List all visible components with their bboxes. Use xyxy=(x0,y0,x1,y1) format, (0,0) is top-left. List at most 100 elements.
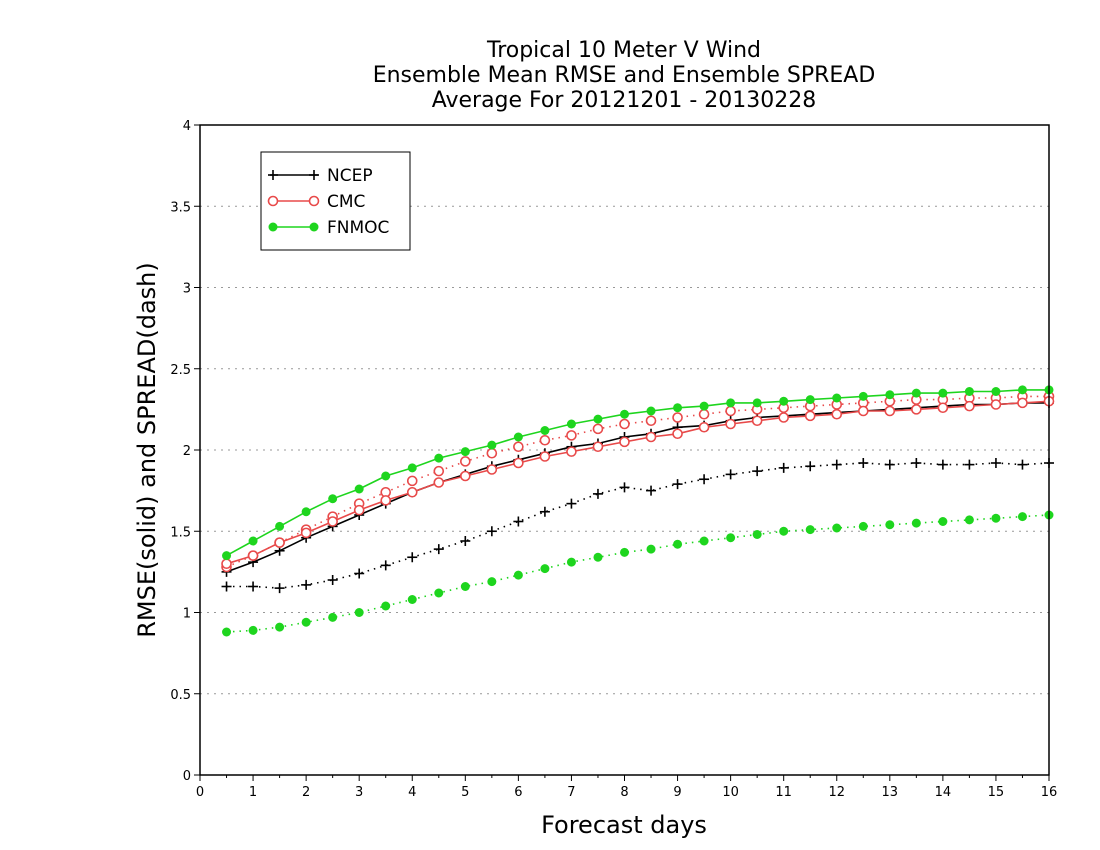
fnmoc-rmse-point xyxy=(805,395,815,405)
cmc-spread-point xyxy=(566,430,577,441)
cmc-rmse-point xyxy=(353,504,365,516)
fnmoc-spread-point xyxy=(513,570,523,580)
fnmoc-rmse-point xyxy=(779,396,789,406)
x-tick-label: 8 xyxy=(620,785,628,800)
cmc-spread-point xyxy=(645,415,657,427)
fnmoc-rmse-point xyxy=(858,391,868,401)
fnmoc-rmse-point xyxy=(275,521,285,531)
fnmoc-spread-point xyxy=(222,627,232,637)
cmc-rmse-point xyxy=(725,418,736,430)
legend-entry-cmc: CMC xyxy=(267,192,365,212)
y-tick-label: 2.5 xyxy=(170,363,191,378)
fnmoc-spread-point xyxy=(1017,512,1027,522)
fnmoc-rmse-point xyxy=(885,390,895,400)
fnmoc-spread-point xyxy=(646,544,656,554)
fnmoc-spread-point xyxy=(726,533,736,543)
fnmoc-rmse-point xyxy=(222,551,232,561)
cmc-spread-point xyxy=(672,412,683,423)
cmc-rmse-point xyxy=(619,436,630,448)
ncep-spread-point xyxy=(964,459,975,470)
x-tick-label: 11 xyxy=(775,785,792,800)
gridlines xyxy=(200,205,1049,695)
cmc-rmse-point xyxy=(1017,397,1028,409)
fnmoc-rmse-point xyxy=(354,484,364,494)
fnmoc-spread-point xyxy=(407,595,417,604)
fnmoc-rmse-point xyxy=(328,494,338,504)
fnmoc-rmse-point xyxy=(301,507,311,517)
x-tick-label: 7 xyxy=(567,785,575,800)
cmc-rmse-point xyxy=(911,404,922,415)
y-tick-label: 3 xyxy=(183,282,191,297)
x-tick-label: 1 xyxy=(249,785,257,800)
y-tick-label: 4 xyxy=(183,119,191,134)
cmc-rmse-point xyxy=(884,405,896,417)
ncep-spread-point xyxy=(301,579,312,590)
fnmoc-rmse-point xyxy=(991,387,1001,396)
y-tick-label: 0.5 xyxy=(170,688,191,703)
ncep-spread-point xyxy=(725,469,736,480)
ncep-spread-point xyxy=(646,485,657,496)
ncep-spread-point xyxy=(752,466,763,477)
cmc-rmse-point xyxy=(592,441,604,453)
legend-marker xyxy=(268,170,278,180)
ncep-spread-point xyxy=(990,458,1001,468)
ncep-spread-point xyxy=(858,458,869,468)
cmc-rmse-line xyxy=(226,400,1050,565)
y-axis-label: RMSE(solid) and SPREAD(dash) xyxy=(133,262,161,638)
cmc-rmse-point xyxy=(804,410,816,422)
x-tick-label: 13 xyxy=(882,785,899,800)
cmc-spread-point xyxy=(698,408,710,420)
fnmoc-spread-point xyxy=(620,547,629,557)
x-tick-label: 0 xyxy=(196,785,204,800)
ncep-spread-point xyxy=(327,575,338,585)
series-fnmoc xyxy=(222,385,1054,637)
cmc-rmse-point xyxy=(672,428,683,440)
fnmoc-spread-point xyxy=(964,515,974,525)
cmc-rmse-point xyxy=(460,470,471,482)
x-tick-label: 4 xyxy=(408,785,416,800)
ncep-spread-point xyxy=(460,536,471,546)
fnmoc-rmse-point xyxy=(248,536,258,546)
cmc-spread-point xyxy=(433,465,445,477)
x-tick-label: 12 xyxy=(828,785,845,800)
ncep-spread-point xyxy=(539,506,550,517)
y-tick-label: 2 xyxy=(183,444,191,459)
fnmoc-rmse-point xyxy=(752,398,762,408)
fnmoc-spread-point xyxy=(779,526,789,536)
fnmoc-rmse-point xyxy=(726,398,736,408)
y-axis-ticks: 0 0.5 1 1.5 2 2.5 3 3.5 4 xyxy=(170,119,200,784)
ncep-spread-point xyxy=(619,482,630,493)
title-line-1: Tropical 10 Meter V Wind xyxy=(486,38,761,63)
fnmoc-spread-point xyxy=(699,536,709,546)
cmc-spread-point xyxy=(513,441,524,453)
cmc-rmse-point xyxy=(831,408,843,420)
series-ncep xyxy=(221,397,1054,594)
ncep-spread-point xyxy=(911,458,922,468)
fnmoc-spread-point xyxy=(434,588,444,598)
fnmoc-spread-point xyxy=(487,577,497,587)
x-axis-ticks: 0 1 2 3 4 5 6 7 8 9 10 11 12 13 14 15 16 xyxy=(196,775,1057,800)
x-tick-label: 3 xyxy=(355,785,363,800)
ncep-spread-point xyxy=(778,462,789,473)
x-tick-label: 5 xyxy=(461,785,469,800)
cmc-rmse-point xyxy=(778,412,789,423)
fnmoc-rmse-point xyxy=(646,406,656,416)
fnmoc-rmse-point xyxy=(540,426,550,435)
cmc-spread-point xyxy=(406,475,418,487)
ncep-spread-point xyxy=(486,526,497,537)
fnmoc-rmse-point xyxy=(911,388,921,398)
x-tick-label: 15 xyxy=(988,785,1005,800)
ncep-spread-point xyxy=(274,583,285,594)
fnmoc-rmse-point xyxy=(1017,385,1027,395)
x-tick-label: 10 xyxy=(722,785,739,800)
ncep-spread-point xyxy=(805,461,816,472)
legend-marker xyxy=(309,170,319,180)
fnmoc-rmse-line xyxy=(226,389,1049,557)
ncep-spread-point xyxy=(248,581,259,592)
legend-marker xyxy=(267,195,279,207)
fnmoc-spread-point xyxy=(381,601,391,611)
cmc-spread-point xyxy=(460,456,471,467)
ncep-spread-point xyxy=(221,581,232,592)
legend: NCEP CMC FNMOC xyxy=(260,151,411,251)
